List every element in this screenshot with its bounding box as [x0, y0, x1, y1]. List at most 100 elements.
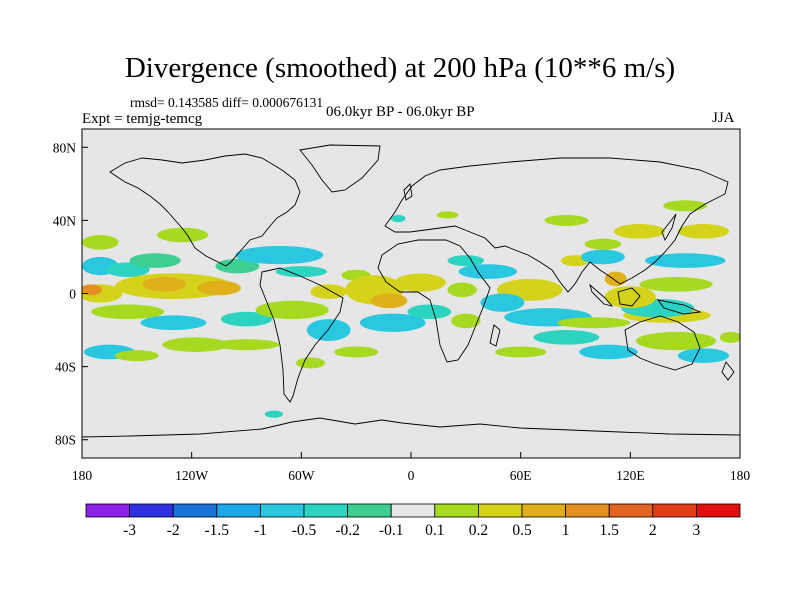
field-blob [635, 331, 717, 351]
coastlines [82, 144, 740, 438]
field-blob [604, 286, 656, 309]
field-blob [306, 319, 351, 342]
colorbar: -3 -2 -1.5 -1 -0.5 -0.2 -0.1 0.1 0.2 0.5 1 1.5 2 3 [85, 503, 741, 539]
field-blob [604, 271, 627, 287]
colorbar-swatch [85, 503, 130, 518]
field-blob [215, 258, 260, 274]
field-blob [436, 211, 459, 219]
field-blob [613, 224, 666, 239]
field-blob [584, 238, 622, 250]
field-blob [213, 339, 280, 351]
axis-ticks: 180 120W 60W 0 60E 120E 180 80N 40N 0 40S 80S [53, 140, 751, 483]
x-tick-label: 60W [288, 468, 315, 483]
colorbar-swatch [565, 503, 610, 518]
x-tick-label: 120E [616, 468, 645, 483]
coastline-antarctica [82, 417, 740, 438]
field-blob [162, 337, 229, 352]
colorbar-swatch [172, 503, 218, 518]
x-tick-label: 180 [730, 468, 751, 483]
colorbar-swatch [216, 503, 261, 518]
y-tick-label: 40N [53, 213, 77, 228]
field-blob [580, 249, 625, 265]
colorbar-label: 3 [693, 522, 701, 539]
chart-title: Divergence (smoothed) at 200 hPa (10**6 … [124, 52, 676, 84]
field-blob [495, 346, 547, 358]
field-blob [644, 253, 726, 268]
x-tick-label: 0 [408, 468, 415, 483]
field-blob [359, 313, 426, 332]
y-tick-label: 80N [53, 140, 77, 155]
y-tick-label: 80S [55, 433, 76, 448]
field-blob [447, 282, 477, 298]
coastline-britain [403, 183, 413, 201]
colorbar-label: 0.5 [512, 522, 532, 539]
period-label: 06.0kyr BP - 06.0kyr BP [326, 104, 475, 120]
y-tick-label: 0 [69, 287, 76, 302]
coastline-north-america [109, 153, 301, 267]
colorbar-swatch [608, 503, 654, 518]
colorbar-swatch [303, 503, 348, 518]
colorbar-label: -1 [254, 522, 267, 539]
field-blob [639, 277, 713, 292]
field-blob [91, 304, 165, 320]
y-tick-label: 40S [55, 360, 76, 375]
colorbar-label: 0.2 [469, 522, 488, 539]
experiment-label: Expt = temjg-temcg [82, 111, 203, 127]
coastline-new-zealand [721, 361, 735, 381]
field-blob [197, 280, 242, 296]
x-tick-label: 120W [175, 468, 208, 483]
colorbar-swatch [434, 503, 479, 518]
field-blob [533, 330, 600, 345]
coastline-greenland [299, 144, 381, 193]
field-blob [447, 255, 485, 267]
colorbar-swatch [259, 503, 305, 518]
field-blob [458, 264, 518, 279]
field-blob [407, 304, 452, 320]
field-blob [719, 331, 740, 343]
field-blob [129, 253, 181, 268]
colorbar-swatch [521, 503, 566, 518]
colorbar-swatch [129, 503, 174, 518]
colorbar-label: 1 [562, 522, 570, 539]
coastline-madagascar [489, 324, 501, 347]
divergence-field [82, 200, 740, 418]
coastline-africa [377, 239, 491, 363]
field-blob [677, 348, 730, 363]
field-blob [82, 284, 103, 296]
colorbar-swatch [652, 503, 697, 518]
colorbar-label: -1.5 [205, 522, 230, 539]
field-blob [334, 346, 379, 358]
colorbar-swatch [477, 503, 523, 518]
coastline-australia [624, 315, 701, 371]
x-tick-label: 180 [72, 468, 93, 483]
colorbar-label: -0.1 [379, 522, 404, 539]
colorbar-label: 2 [649, 522, 657, 539]
colorbar-label: -2 [167, 522, 180, 539]
field-blob [264, 410, 284, 418]
colorbar-swatch [347, 503, 392, 518]
colorbar-label: 0.1 [425, 522, 444, 539]
colorbar-label: -0.5 [292, 522, 317, 539]
field-blob [663, 200, 708, 212]
colorbar-label: 1.5 [600, 522, 620, 539]
field-blob [544, 214, 589, 226]
colorbar-swatch [696, 503, 741, 518]
field-blob [220, 311, 273, 327]
colorbar-swatch [390, 503, 436, 518]
field-blob [82, 235, 119, 250]
field-blob [275, 266, 327, 278]
season-label: JJA [712, 110, 735, 126]
field-blob [390, 214, 406, 223]
field-blob [677, 224, 730, 239]
stats-line: rmsd= 0.143585 diff= 0.000676131 [130, 95, 324, 110]
coastline-borneo [617, 287, 641, 307]
field-blob [370, 293, 408, 309]
field-blob [156, 227, 209, 243]
field-blob [235, 245, 324, 265]
field-blob [114, 350, 159, 362]
field-blob [255, 300, 329, 320]
coastline-eurasia [384, 157, 729, 293]
coastline-sumatra [589, 283, 614, 307]
field-blob [451, 313, 481, 329]
